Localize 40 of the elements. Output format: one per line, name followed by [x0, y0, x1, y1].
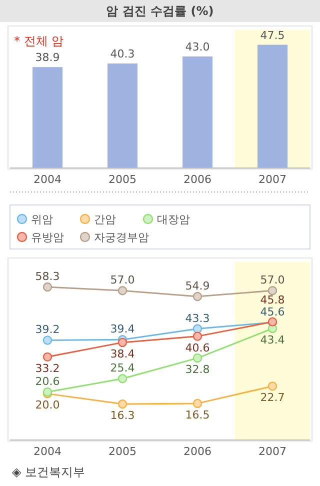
data-label: 16.3 — [110, 409, 135, 422]
data-label: 40.3 — [110, 47, 135, 60]
text: ◈ 보건복지부 — [12, 465, 86, 479]
data-label: 45.6 — [260, 305, 285, 318]
data-label: 40.6 — [185, 341, 210, 354]
x-tick-label: 2004 — [34, 173, 62, 186]
data-label: 39.4 — [110, 322, 135, 336]
x-tick-label: 2005 — [108, 173, 136, 186]
chart-title: 암 검진 수검률 (%) — [106, 4, 214, 18]
data-label: 58.3 — [35, 270, 60, 283]
data-label: 33.2 — [35, 362, 60, 375]
data-label: 54.9 — [185, 279, 210, 292]
data-label: 57.0 — [260, 274, 285, 287]
legend-label: 유방암 — [31, 231, 64, 244]
legend-label: 간암 — [94, 213, 116, 226]
data-label: 22.7 — [260, 391, 285, 404]
data-label: 16.5 — [185, 408, 210, 422]
data-label: 25.4 — [110, 362, 135, 375]
data-label: 38.9 — [35, 51, 60, 64]
x-tick-label: 2006 — [184, 445, 212, 458]
data-label: 20.0 — [35, 398, 60, 412]
data-label: 43.3 — [185, 312, 210, 325]
legend-label: 위암 — [31, 213, 53, 226]
data-label: 43.4 — [260, 334, 285, 347]
data-label: 45.8 — [260, 293, 285, 306]
x-tick-label: 2004 — [34, 445, 62, 458]
x-tick-label: 2007 — [258, 445, 286, 458]
legend-label: 대장암 — [157, 213, 190, 226]
data-label: 38.4 — [110, 347, 135, 360]
data-label: 32.8 — [185, 363, 210, 376]
data-label: 47.5 — [260, 28, 285, 42]
data-label: 39.2 — [35, 323, 60, 336]
x-tick-label: 2005 — [108, 445, 136, 458]
x-tick-label: 2007 — [258, 173, 286, 186]
legend-label: 자궁경부암 — [94, 231, 149, 244]
annotation: * 전체 암 — [14, 34, 64, 48]
data-label: 57.0 — [110, 274, 135, 287]
data-label: 20.6 — [35, 375, 60, 388]
x-tick-label: 2006 — [184, 173, 212, 186]
data-label: 43.0 — [185, 40, 210, 54]
